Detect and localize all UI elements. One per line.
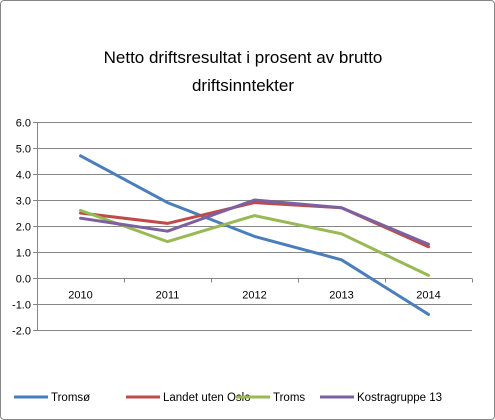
y-tick-label: 6.0 (16, 118, 31, 130)
series-line-4 (79, 198, 430, 246)
x-tick-label: 2011 (156, 290, 180, 302)
y-tick-label: 0.0 (16, 274, 31, 286)
x-tick-label: 2012 (242, 290, 266, 302)
chart-title-line-1: Netto driftsresultat i prosent av brutto (104, 48, 383, 67)
legend-label: Tromsø (51, 392, 90, 404)
y-tick-label: -2.0 (12, 326, 31, 338)
x-tick-label: 2010 (68, 290, 92, 302)
legend: Tromsø Landet uten Oslo Troms Kostragruppe … (14, 392, 442, 404)
legend-label: Landet uten Oslo (163, 392, 251, 404)
series-lines (79, 154, 430, 316)
y-tick-label: 5.0 (16, 144, 31, 156)
x-tick-label: 2014 (416, 290, 440, 302)
y-tick-label: 1.0 (16, 248, 31, 260)
y-tick-label: 4.0 (16, 170, 31, 182)
y-tick-label: 2.0 (16, 222, 31, 234)
chart-title-line-2: driftsinntekter (192, 76, 294, 95)
x-tick-label: 2013 (329, 290, 353, 302)
series-line-3 (79, 208, 430, 277)
legend-label: Troms (273, 392, 305, 404)
series-line-1 (79, 154, 430, 316)
axes: 6.0 5.0 4.0 3.0 2.0 1.0 0.0 -1.0 -2.0 2010 2011 201… (12, 118, 473, 338)
y-tick-label: 3.0 (16, 196, 31, 208)
legend-label: Kostragruppe 13 (357, 392, 442, 404)
y-tick-label: -1.0 (12, 300, 31, 312)
